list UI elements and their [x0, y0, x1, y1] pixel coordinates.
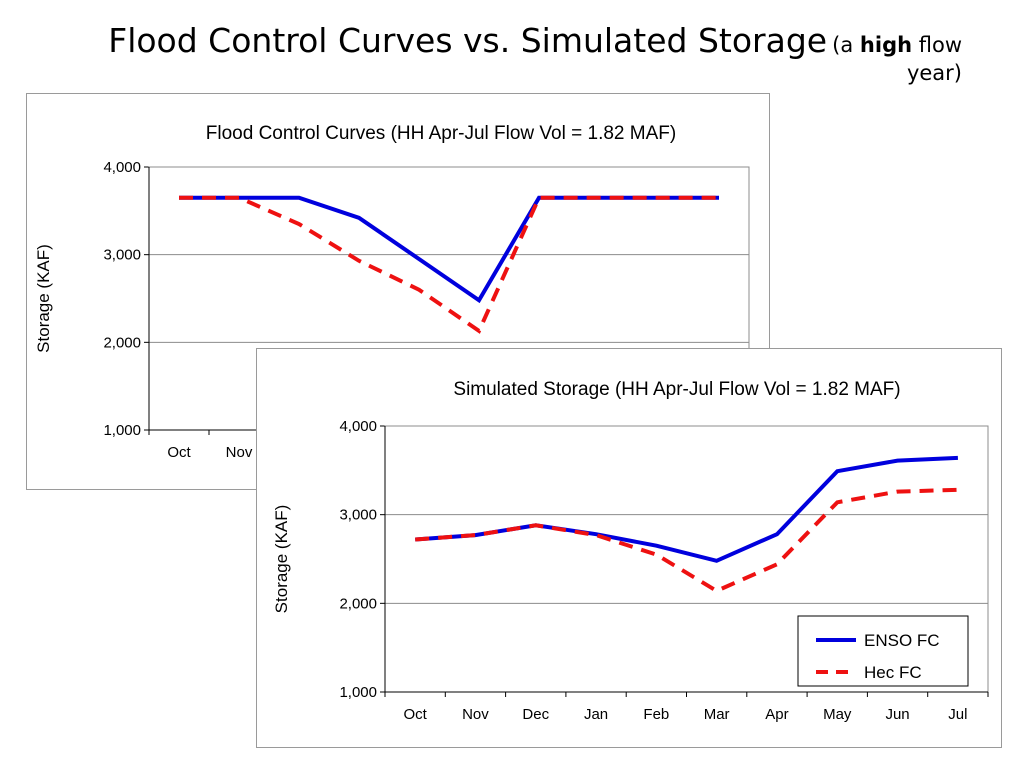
sim-chart-legend-label: ENSO FC — [864, 631, 940, 650]
sim-chart-ytick-label: 1,000 — [339, 684, 377, 701]
sim-chart-ytick-label: 2,000 — [339, 595, 377, 612]
fc-chart-xtick-label: Nov — [226, 444, 253, 461]
fc-chart-ylabel: Storage (KAF) — [34, 244, 53, 353]
slide-title-sub: (a high flow year) — [832, 33, 962, 85]
sim-chart-xtick-label: Oct — [403, 706, 427, 723]
simulated-storage-chart-panel: Simulated Storage (HH Apr-Jul Flow Vol =… — [256, 348, 1002, 748]
fc-chart-title: Flood Control Curves (HH Apr-Jul Flow Vo… — [206, 123, 676, 144]
slide-title-sub-bold: high — [859, 33, 913, 57]
sim-chart-xtick-label: Dec — [522, 706, 549, 723]
sim-chart-legend-label: Hec FC — [864, 663, 922, 682]
simulated-storage-chart: Simulated Storage (HH Apr-Jul Flow Vol =… — [272, 379, 989, 723]
sim-chart-xtick-label: Nov — [462, 706, 489, 723]
fc-chart-series-line-hec-fc — [179, 195, 719, 334]
sim-chart-ytick-label: 4,000 — [339, 418, 377, 435]
fc-chart-xtick-label: Oct — [167, 444, 191, 461]
slide-title-sub-post: flow year) — [906, 33, 962, 85]
fc-chart-series-line-enso-fc — [179, 195, 719, 304]
sim-chart-series-line-enso-fc — [415, 455, 958, 563]
sim-chart-xtick-label: Jul — [948, 706, 967, 723]
sim-chart-xtick-label: Feb — [643, 706, 669, 723]
sim-chart-xtick-label: Mar — [704, 706, 730, 723]
fc-chart-ytick-label: 4,000 — [103, 159, 141, 176]
fc-chart-ytick-label: 3,000 — [103, 247, 141, 264]
sim-chart-ylabel: Storage (KAF) — [272, 505, 291, 614]
slide-title: Flood Control Curves vs. Simulated Stora… — [62, 21, 962, 86]
sim-chart-legend — [797, 615, 969, 687]
sim-chart-series-line-hec-fc — [415, 487, 958, 594]
sim-chart-ytick-label: 3,000 — [339, 507, 377, 524]
sim-chart-title: Simulated Storage (HH Apr-Jul Flow Vol =… — [453, 379, 900, 400]
fc-chart-ytick-label: 1,000 — [103, 422, 141, 439]
sim-chart-xtick-label: Jun — [885, 706, 909, 723]
slide-title-main: Flood Control Curves vs. Simulated Stora… — [108, 21, 828, 60]
sim-chart-xtick-label: Jan — [584, 706, 608, 723]
slide-title-sub-pre: (a — [832, 33, 860, 57]
fc-chart-ytick-label: 2,000 — [103, 334, 141, 351]
sim-chart-xtick-label: May — [823, 706, 852, 723]
sim-chart-xtick-label: Apr — [765, 706, 788, 723]
